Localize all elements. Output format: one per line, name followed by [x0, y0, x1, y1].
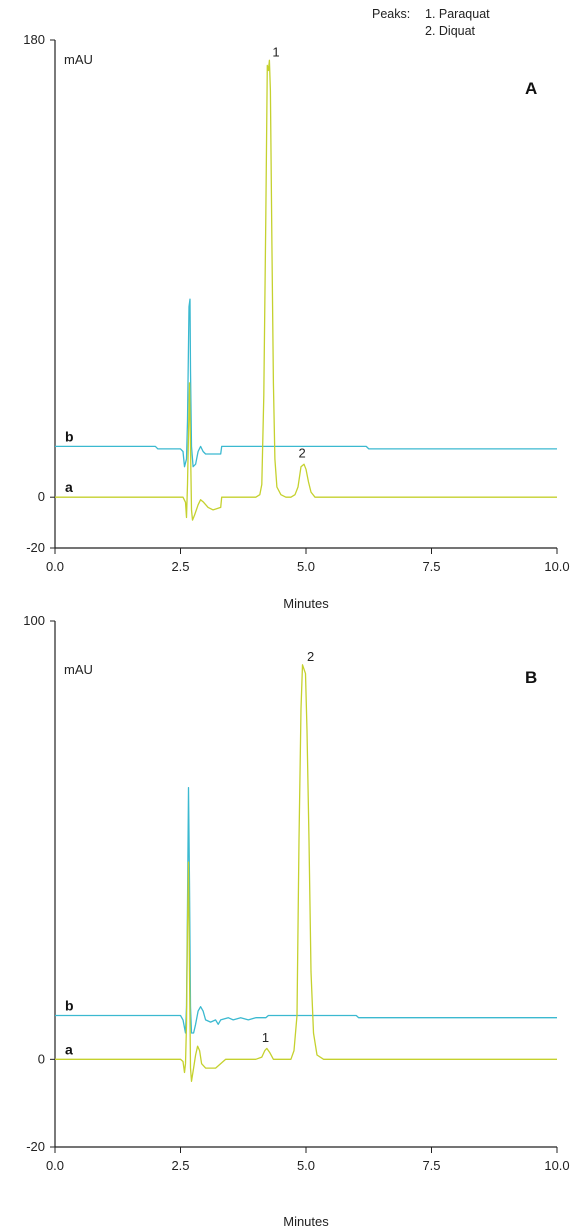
chart-1-trace-b [55, 786, 557, 1034]
chart-0-x-tick-label: 0.0 [46, 559, 64, 574]
chart-0-trace-a [55, 59, 557, 521]
legend-heading: Peaks: [372, 7, 410, 21]
chart-0-trace-label-b: b [65, 428, 74, 444]
chart-1-y-tick-label: 0 [38, 1051, 45, 1066]
chromatogram-panel-b: 100 0 -200.0 2.5 5.0 7.5 10.0 mAU Minutes Bb a 2 1 [23, 613, 569, 1229]
chart-1-x-axis-label: Minutes [283, 1214, 329, 1229]
chart-1-trace-a [55, 664, 557, 1082]
chart-0-x-tick-label: 2.5 [171, 559, 189, 574]
chromatogram-panel-a: 180 0 -200.0 2.5 5.0 7.5 10.0 mAU Minutes Ab a 1 2 [23, 32, 569, 611]
chart-1-x-tick-label: 5.0 [297, 1158, 315, 1173]
chart-1-trace-label-a: a [65, 1041, 73, 1057]
chart-1-x-tick-label: 0.0 [46, 1158, 64, 1173]
chart-0-trace-label-a: a [65, 479, 73, 495]
legend-item-diquat: 2. Diquat [425, 24, 476, 38]
chart-0-y-tick-label: 180 [23, 32, 45, 47]
chart-0-peak-label-2: 2 [298, 446, 305, 461]
chart-1-x-tick-label: 2.5 [171, 1158, 189, 1173]
chart-1-panel-letter: B [525, 668, 537, 687]
chart-1-y-tick-label: 100 [23, 613, 45, 628]
chart-1-x-tick-label: 10.0 [544, 1158, 569, 1173]
chart-0-y-tick-label: 0 [38, 489, 45, 504]
chart-0-y-axis-label: mAU [64, 52, 93, 67]
chart-0-x-tick-label: 5.0 [297, 559, 315, 574]
peaks-legend: Peaks: 1. Paraquat 2. Diquat [372, 7, 490, 38]
chart-1-peak-label-1: 1 [262, 1030, 269, 1045]
chart-1-trace-label-b: b [65, 998, 74, 1014]
chart-0-peak-label-1: 1 [272, 44, 279, 59]
chart-0-x-tick-label: 7.5 [422, 559, 440, 574]
chart-1-x-tick-label: 7.5 [422, 1158, 440, 1173]
chart-0-x-axis-label: Minutes [283, 596, 329, 611]
legend-item-paraquat: 1. Paraquat [425, 7, 490, 21]
chart-1-y-tick-label: -20 [26, 1139, 45, 1154]
chart-1-y-axis-label: mAU [64, 662, 93, 677]
chart-0-panel-letter: A [525, 79, 537, 98]
chart-0-trace-b [55, 298, 557, 468]
chart-1-peak-label-2: 2 [307, 649, 314, 664]
chart-0-x-tick-label: 10.0 [544, 559, 569, 574]
chart-0-y-tick-label: -20 [26, 540, 45, 555]
